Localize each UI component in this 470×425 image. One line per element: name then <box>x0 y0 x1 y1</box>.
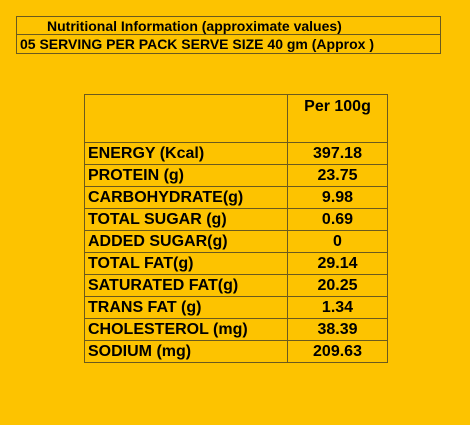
table-row: TRANS FAT (g) 1.34 <box>84 296 388 319</box>
table-header-row: Per 100g <box>84 94 388 143</box>
table-row: ADDED SUGAR(g) 0 <box>84 230 388 253</box>
per-100g-header: Per 100g <box>287 94 388 143</box>
nutrient-name: TRANS FAT (g) <box>84 296 288 319</box>
table-row: SATURATED FAT(g) 20.25 <box>84 274 388 297</box>
nutrient-value: 0.69 <box>287 208 388 231</box>
nutrient-value: 1.34 <box>287 296 388 319</box>
nutrient-name: TOTAL FAT(g) <box>84 252 288 275</box>
nutrient-name: SATURATED FAT(g) <box>84 274 288 297</box>
nutrient-name: ADDED SUGAR(g) <box>84 230 288 253</box>
nutrient-name: CHOLESTEROL (mg) <box>84 318 288 341</box>
nutrient-value: 397.18 <box>287 142 388 165</box>
nutrient-value: 23.75 <box>287 164 388 187</box>
table-row: ENERGY (Kcal) 397.18 <box>84 142 388 165</box>
table-row: PROTEIN (g) 23.75 <box>84 164 388 187</box>
serving-info: 05 SERVING PER PACK SERVE SIZE 40 gm (Ap… <box>16 35 441 54</box>
table-row: TOTAL SUGAR (g) 0.69 <box>84 208 388 231</box>
nutrient-value: 9.98 <box>287 186 388 209</box>
nutrient-value: 0 <box>287 230 388 253</box>
header-empty-cell <box>84 94 288 143</box>
nutrition-title: Nutritional Information (approximate val… <box>16 16 441 35</box>
nutrient-value: 29.14 <box>287 252 388 275</box>
header-box: Nutritional Information (approximate val… <box>16 16 441 54</box>
nutrient-value: 209.63 <box>287 340 388 363</box>
nutrient-name: CARBOHYDRATE(g) <box>84 186 288 209</box>
nutrient-name: TOTAL SUGAR (g) <box>84 208 288 231</box>
table-row: SODIUM (mg) 209.63 <box>84 340 388 363</box>
table-row: CARBOHYDRATE(g) 9.98 <box>84 186 388 209</box>
nutrient-value: 20.25 <box>287 274 388 297</box>
table-row: CHOLESTEROL (mg) 38.39 <box>84 318 388 341</box>
nutrient-name: PROTEIN (g) <box>84 164 288 187</box>
nutrition-table: Per 100g ENERGY (Kcal) 397.18 PROTEIN (g… <box>84 94 388 363</box>
nutrient-value: 38.39 <box>287 318 388 341</box>
nutrient-name: ENERGY (Kcal) <box>84 142 288 165</box>
table-row: TOTAL FAT(g) 29.14 <box>84 252 388 275</box>
nutrient-name: SODIUM (mg) <box>84 340 288 363</box>
